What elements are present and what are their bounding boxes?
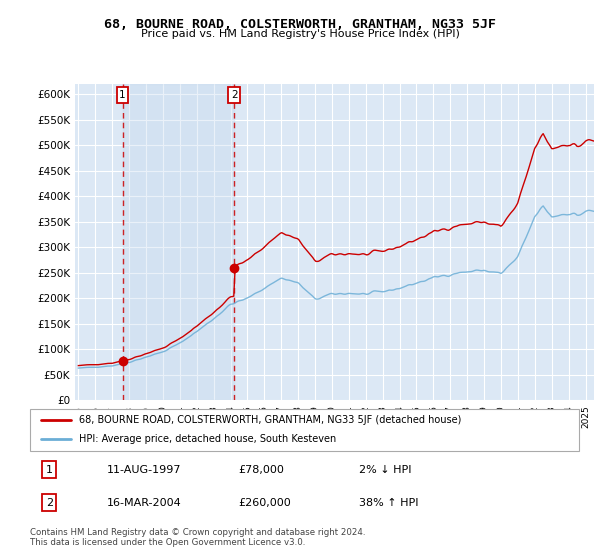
FancyBboxPatch shape bbox=[30, 409, 579, 451]
Text: 11-AUG-1997: 11-AUG-1997 bbox=[107, 465, 181, 475]
Text: Contains HM Land Registry data © Crown copyright and database right 2024.
This d: Contains HM Land Registry data © Crown c… bbox=[30, 528, 365, 547]
Text: HPI: Average price, detached house, South Kesteven: HPI: Average price, detached house, Sout… bbox=[79, 435, 337, 445]
Text: 16-MAR-2004: 16-MAR-2004 bbox=[107, 498, 182, 507]
Text: Price paid vs. HM Land Registry's House Price Index (HPI): Price paid vs. HM Land Registry's House … bbox=[140, 29, 460, 39]
Text: 38% ↑ HPI: 38% ↑ HPI bbox=[359, 498, 419, 507]
Text: 68, BOURNE ROAD, COLSTERWORTH, GRANTHAM, NG33 5JF: 68, BOURNE ROAD, COLSTERWORTH, GRANTHAM,… bbox=[104, 18, 496, 31]
Text: 2: 2 bbox=[231, 90, 238, 100]
Text: 2% ↓ HPI: 2% ↓ HPI bbox=[359, 465, 412, 475]
Text: 2: 2 bbox=[46, 498, 53, 507]
Text: 1: 1 bbox=[46, 465, 53, 475]
Text: 68, BOURNE ROAD, COLSTERWORTH, GRANTHAM, NG33 5JF (detached house): 68, BOURNE ROAD, COLSTERWORTH, GRANTHAM,… bbox=[79, 415, 462, 425]
Bar bbox=[122, 84, 234, 400]
Text: 1: 1 bbox=[119, 90, 126, 100]
Text: £260,000: £260,000 bbox=[239, 498, 292, 507]
Text: £78,000: £78,000 bbox=[239, 465, 284, 475]
